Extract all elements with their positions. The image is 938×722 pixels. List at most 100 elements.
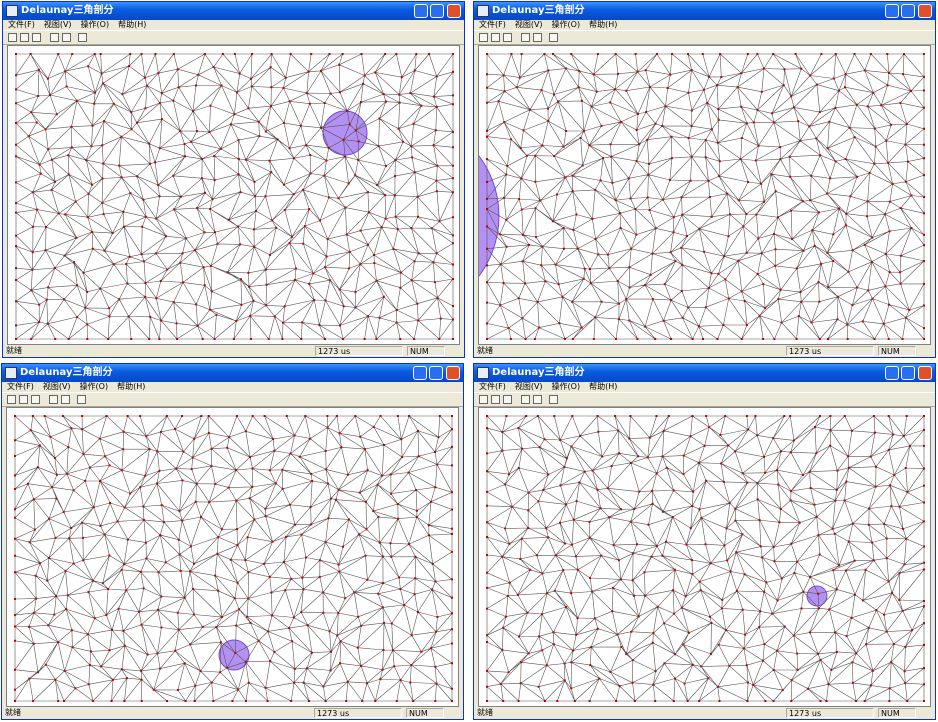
zoom-out-button[interactable]: [533, 33, 542, 42]
maximize-button[interactable]: [901, 366, 915, 380]
maximize-button[interactable]: [430, 4, 444, 18]
status-time: 1273 us: [315, 346, 403, 356]
menu-item[interactable]: 操作(O): [79, 382, 109, 391]
menu-item[interactable]: 操作(O): [551, 20, 581, 29]
menu-item[interactable]: 文件(F): [479, 382, 506, 391]
zoom-out-button[interactable]: [61, 395, 70, 404]
drawing-canvas: [7, 45, 460, 345]
menu-item[interactable]: 帮助(H): [589, 382, 618, 391]
menu-item[interactable]: 视图(V): [43, 20, 72, 29]
help-button[interactable]: [77, 395, 86, 404]
app-window: Delaunay三角剖分 文件(F) 视图(V) 操作(O) 帮助(H) 就绪 1273 u…: [2, 1, 465, 358]
new-button[interactable]: [7, 395, 16, 404]
title-bar: Delaunay三角剖分: [2, 364, 463, 382]
mesh-edges: [15, 53, 454, 340]
minimize-button[interactable]: [885, 366, 899, 380]
minimize-button[interactable]: [414, 4, 428, 18]
menu-item[interactable]: 文件(F): [8, 20, 35, 29]
zoom-out-button[interactable]: [533, 395, 542, 404]
status-bar: 就绪 1273 us NUM: [3, 345, 464, 357]
toolbar: [2, 392, 463, 407]
triangulation: [474, 53, 925, 340]
save-button[interactable]: [503, 395, 512, 404]
status-message: 就绪: [477, 708, 493, 717]
drawing-canvas: [6, 407, 459, 707]
save-button[interactable]: [31, 395, 40, 404]
triangulation: [15, 53, 454, 340]
menu-item[interactable]: 帮助(H): [118, 20, 147, 29]
status-indicator: NUM: [878, 708, 916, 718]
menu-bar: 文件(F) 视图(V) 操作(O) 帮助(H): [474, 20, 935, 30]
close-button[interactable]: [918, 4, 932, 18]
app-icon: [477, 367, 489, 379]
toolbar: [474, 30, 935, 45]
drawing-canvas: [474, 45, 931, 345]
zoom-in-button[interactable]: [521, 33, 530, 42]
open-button[interactable]: [491, 395, 500, 404]
title-bar: Delaunay三角剖分: [474, 2, 935, 20]
zoom-in-button[interactable]: [49, 395, 58, 404]
toolbar: [474, 392, 935, 407]
save-button[interactable]: [503, 33, 512, 42]
app-icon: [477, 5, 489, 17]
new-button[interactable]: [479, 33, 488, 42]
menu-bar: 文件(F) 视图(V) 操作(O) 帮助(H): [474, 382, 935, 392]
app-icon: [5, 367, 17, 379]
menu-item[interactable]: 帮助(H): [589, 20, 618, 29]
open-button[interactable]: [20, 33, 29, 42]
maximize-button[interactable]: [429, 366, 443, 380]
menu-bar: 文件(F) 视图(V) 操作(O) 帮助(H): [3, 20, 464, 30]
app-window: Delaunay三角剖分 文件(F) 视图(V) 操作(O) 帮助(H) 就绪 1273 u…: [1, 363, 464, 720]
status-message: 就绪: [477, 346, 493, 355]
mesh-vertices: [486, 415, 925, 702]
menu-item[interactable]: 视图(V): [42, 382, 71, 391]
menu-item[interactable]: 文件(F): [479, 20, 506, 29]
help-button[interactable]: [78, 33, 87, 42]
new-button[interactable]: [479, 395, 488, 404]
menu-item[interactable]: 帮助(H): [117, 382, 146, 391]
status-bar: 就绪 1273 us NUM: [474, 345, 935, 357]
mesh-edges: [14, 415, 453, 702]
status-time: 1273 us: [786, 346, 874, 356]
status-time: 1273 us: [314, 708, 402, 718]
close-button[interactable]: [918, 366, 932, 380]
new-button[interactable]: [8, 33, 17, 42]
app-icon: [6, 5, 18, 17]
app-window: Delaunay三角剖分 文件(F) 视图(V) 操作(O) 帮助(H) 就绪 1273 u…: [473, 363, 936, 720]
zoom-out-button[interactable]: [62, 33, 71, 42]
menu-item[interactable]: 视图(V): [514, 382, 543, 391]
help-button[interactable]: [549, 33, 558, 42]
title-bar: Delaunay三角剖分: [474, 364, 935, 382]
status-bar: 就绪 1273 us NUM: [2, 707, 463, 719]
menu-item[interactable]: 操作(O): [80, 20, 110, 29]
drawing-canvas: [478, 407, 931, 707]
menu-bar: 文件(F) 视图(V) 操作(O) 帮助(H): [2, 382, 463, 392]
title-bar: Delaunay三角剖分: [3, 2, 464, 20]
minimize-button[interactable]: [885, 4, 899, 18]
close-button[interactable]: [447, 4, 461, 18]
app-window: Delaunay三角剖分 文件(F) 视图(V) 操作(O) 帮助(H) 就绪 1273 u…: [473, 1, 936, 358]
toolbar: [3, 30, 464, 45]
close-button[interactable]: [446, 366, 460, 380]
zoom-in-button[interactable]: [50, 33, 59, 42]
minimize-button[interactable]: [413, 366, 427, 380]
menu-item[interactable]: 文件(F): [7, 382, 34, 391]
menu-item[interactable]: 操作(O): [551, 382, 581, 391]
triangulation: [14, 415, 453, 702]
mesh-edges: [486, 415, 925, 702]
mesh-vertices: [15, 53, 454, 340]
status-message: 就绪: [5, 708, 21, 717]
zoom-in-button[interactable]: [521, 395, 530, 404]
status-indicator: NUM: [878, 346, 916, 356]
menu-item[interactable]: 视图(V): [514, 20, 543, 29]
open-button[interactable]: [19, 395, 28, 404]
status-bar: 就绪 1273 us NUM: [474, 707, 935, 719]
triangulation: [486, 415, 925, 702]
save-button[interactable]: [32, 33, 41, 42]
open-button[interactable]: [491, 33, 500, 42]
help-button[interactable]: [549, 395, 558, 404]
status-time: 1273 us: [786, 708, 874, 718]
maximize-button[interactable]: [901, 4, 915, 18]
mesh-edges: [486, 53, 925, 340]
